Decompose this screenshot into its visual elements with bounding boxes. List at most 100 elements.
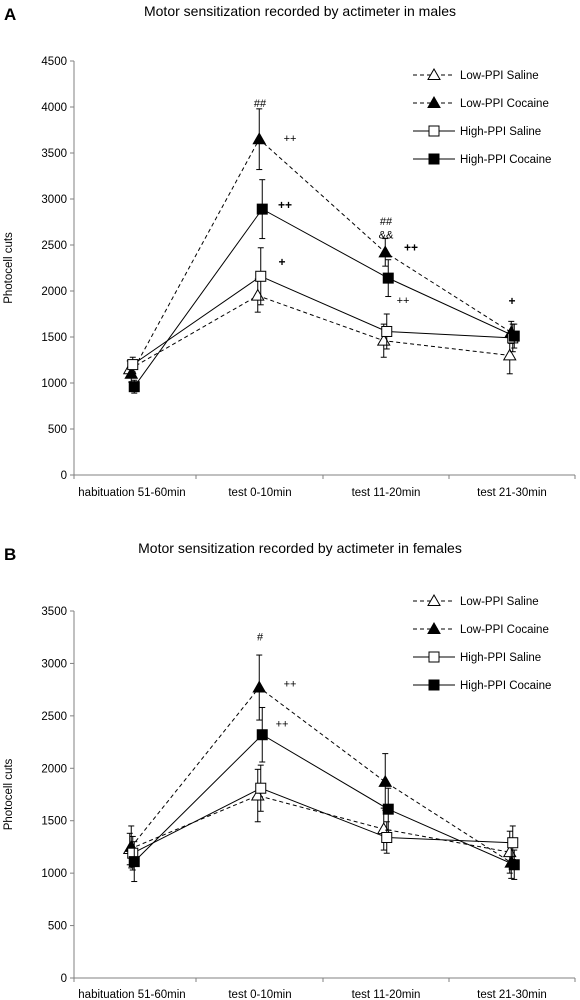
legend-marker <box>428 651 440 663</box>
data-point <box>508 859 520 871</box>
y-axis-label: Photocell cuts <box>3 758 15 830</box>
series-line <box>132 787 513 854</box>
series-low-ppi-cocaine <box>124 654 519 879</box>
y-tick-label: 500 <box>48 921 67 933</box>
x-tick-label: habituation 51-60min <box>78 989 185 1000</box>
series-high-ppi-cocaine <box>128 179 520 394</box>
legend-label: Low-PPI Cocaine <box>460 98 549 110</box>
y-tick-label: 0 <box>61 470 67 482</box>
legend-entry: Low-PPI Saline <box>413 67 539 82</box>
data-point <box>128 856 140 868</box>
series-low-ppi-saline <box>122 278 517 378</box>
data-point <box>127 359 139 371</box>
data-point <box>256 729 268 741</box>
legend-label: High-PPI Saline <box>460 126 541 138</box>
significance-mark: ++ <box>278 198 292 212</box>
significance-mark: ## <box>254 98 267 110</box>
significance-mark: # <box>257 631 264 643</box>
panel-label-a: A <box>4 5 16 24</box>
legend-entry: Low-PPI Cocaine <box>413 95 549 110</box>
data-point <box>250 288 265 301</box>
y-tick-label: 2500 <box>41 711 67 723</box>
x-tick-label: test 11-20min <box>352 487 421 499</box>
data-point <box>255 270 267 282</box>
chart-title: Motor sensitization recorded by actimete… <box>144 3 456 19</box>
x-tick-label: habituation 51-60min <box>78 487 185 499</box>
legend-entry: Low-PPI Saline <box>413 593 539 608</box>
y-tick-label: 3000 <box>41 658 67 670</box>
series-low-ppi-saline <box>122 768 517 874</box>
series-line <box>132 275 513 366</box>
data-point <box>252 132 267 145</box>
significance-mark: ++ <box>276 718 289 730</box>
y-tick-label: 1500 <box>41 816 67 828</box>
y-tick-label: 4500 <box>41 56 67 68</box>
series-line <box>129 295 510 370</box>
legend-marker <box>427 95 441 108</box>
chart-panel-b: Motor sensitization recorded by actimete… <box>3 540 576 1000</box>
significance-mark: ++ <box>284 679 297 691</box>
legend-entry: High-PPI Saline <box>413 125 541 138</box>
significance-mark: ++ <box>404 240 418 254</box>
significance-mark: ++ <box>397 295 410 307</box>
data-point <box>252 680 267 693</box>
legend-marker <box>428 679 440 691</box>
legend-marker <box>427 621 441 634</box>
legend-marker <box>427 67 441 80</box>
y-tick-label: 2500 <box>41 240 67 252</box>
legend-marker <box>428 153 440 165</box>
significance-mark: ++ <box>284 133 297 145</box>
x-tick-label: test 11-20min <box>352 989 421 1000</box>
data-point <box>255 782 267 794</box>
x-tick-label: test 0-10min <box>228 989 291 1000</box>
series-high-ppi-cocaine <box>128 706 520 883</box>
series-low-ppi-cocaine <box>124 108 519 383</box>
legend-label: Low-PPI Saline <box>460 596 539 608</box>
y-tick-label: 0 <box>61 973 67 985</box>
data-point <box>507 837 519 849</box>
x-tick-label: test 21-30min <box>477 487 547 499</box>
series-high-ppi-saline <box>127 247 519 373</box>
data-point <box>382 803 394 815</box>
series-line <box>133 734 515 866</box>
legend-marker <box>428 125 440 137</box>
y-tick-label: 1000 <box>41 378 67 390</box>
series-line <box>129 795 510 853</box>
y-tick-label: 1000 <box>41 868 67 880</box>
legend-label: High-PPI Saline <box>460 652 541 664</box>
y-tick-label: 3500 <box>41 148 67 160</box>
legend-label: High-PPI Cocaine <box>460 680 551 692</box>
data-point <box>382 272 394 284</box>
y-tick-label: 3500 <box>41 606 67 618</box>
data-point <box>381 831 393 843</box>
legend-entry: High-PPI Saline <box>413 651 541 664</box>
y-axis-label: Photocell cuts <box>3 232 15 304</box>
data-point <box>256 203 268 215</box>
legend-marker <box>427 593 441 606</box>
x-tick-label: test 21-30min <box>477 989 547 1000</box>
legend-label: High-PPI Cocaine <box>460 154 551 166</box>
data-point <box>508 330 520 342</box>
data-point <box>378 245 393 258</box>
panel-label-b: B <box>4 545 16 564</box>
legend-entry: High-PPI Cocaine <box>413 153 551 166</box>
data-point <box>128 381 140 393</box>
data-point <box>502 348 517 361</box>
y-tick-label: 3000 <box>41 194 67 206</box>
data-point <box>124 366 139 379</box>
legend-label: Low-PPI Cocaine <box>460 624 549 636</box>
series-line <box>130 686 512 864</box>
legend-entry: High-PPI Cocaine <box>413 679 551 692</box>
series-line <box>133 208 515 387</box>
data-point <box>381 325 393 337</box>
chart-panel-a: Motor sensitization recorded by actimete… <box>3 3 576 499</box>
legend-label: Low-PPI Saline <box>460 70 539 82</box>
y-tick-label: 500 <box>48 424 67 436</box>
series-line <box>130 138 512 375</box>
legend-entry: Low-PPI Cocaine <box>413 621 549 636</box>
y-tick-label: 1500 <box>41 332 67 344</box>
significance-mark: + <box>508 294 515 308</box>
series-high-ppi-saline <box>127 764 519 871</box>
significance-mark: + <box>278 255 285 269</box>
